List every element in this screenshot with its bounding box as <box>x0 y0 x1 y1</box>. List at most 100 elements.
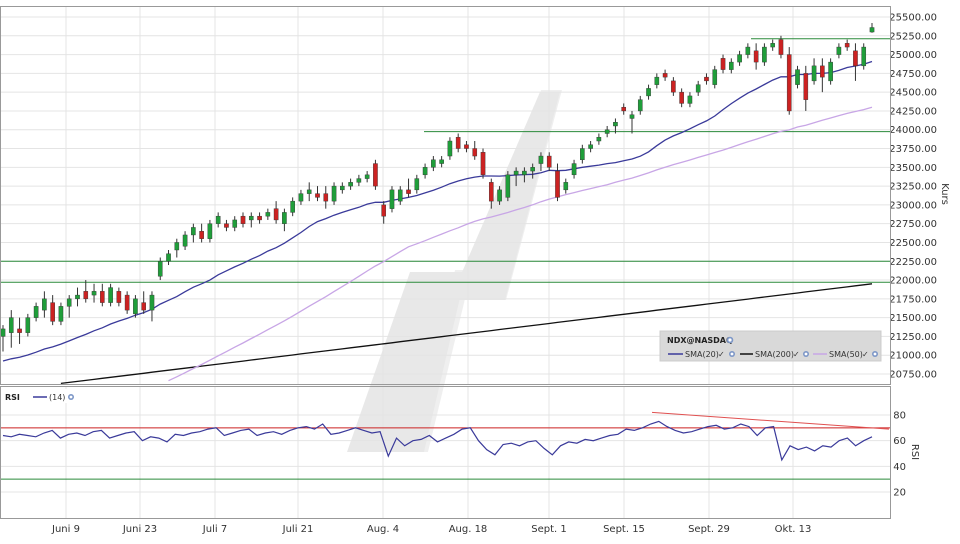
candle-up <box>513 170 519 176</box>
candle-down <box>662 73 668 78</box>
legend-symbol-icon <box>726 336 734 344</box>
candle-down <box>124 294 130 311</box>
candle-up <box>389 189 395 209</box>
legend-settings-icon[interactable] <box>872 351 878 357</box>
price-y-tick-label: 24500.00 <box>889 88 937 99</box>
candle-up <box>431 159 436 168</box>
candle-up <box>712 69 718 85</box>
x-tick-label: Aug. 18 <box>449 524 488 535</box>
candle-up <box>737 54 742 63</box>
candle-up <box>157 261 163 277</box>
candle-up <box>811 65 817 82</box>
candle-down <box>472 148 478 157</box>
candle-up <box>604 129 610 134</box>
x-tick-label: Sept. 15 <box>603 524 645 535</box>
candle-up <box>174 242 180 251</box>
candle-up <box>869 27 875 33</box>
price-y-tick-label: 23500.00 <box>889 163 937 174</box>
x-tick-label: Juni 23 <box>122 524 157 535</box>
candle-down <box>273 208 279 221</box>
candle-up <box>58 306 64 322</box>
price-y-tick-label: 22000.00 <box>889 276 937 287</box>
rsi-settings-icon[interactable] <box>68 394 74 400</box>
candle-down <box>803 73 809 100</box>
candle-up <box>232 219 238 228</box>
legend-check-icon[interactable]: ✓ <box>862 350 869 359</box>
candle-up <box>637 99 643 112</box>
candle-up <box>414 178 420 191</box>
candle-up <box>25 317 31 333</box>
candle-up <box>91 291 97 296</box>
candle-down <box>464 144 469 149</box>
candle-up <box>248 215 254 221</box>
legend-check-icon[interactable]: ✓ <box>793 350 800 359</box>
candle-up <box>298 193 304 202</box>
candle-up <box>580 148 585 161</box>
price-y-tick-label: 21000.00 <box>889 351 937 362</box>
price-y-tick-label: 21500.00 <box>889 313 937 324</box>
candle-up <box>563 182 569 191</box>
rsi-grid <box>1 387 890 518</box>
candle-down <box>199 230 204 239</box>
legend-settings-icon[interactable] <box>803 351 809 357</box>
candle-down <box>381 204 387 217</box>
candle-down <box>704 76 709 82</box>
legend: NDX@NASDAQ SMA(20) ✓ SMA(200) ✓ SMA(50) … <box>659 330 882 362</box>
candle-down <box>455 137 461 149</box>
candle-down <box>83 291 89 300</box>
candle-up <box>207 223 213 239</box>
candle-up <box>42 298 47 311</box>
candle-up <box>538 155 544 164</box>
legend-settings-icon[interactable] <box>729 351 735 357</box>
candle-up <box>571 163 577 176</box>
x-tick-label: Aug. 4 <box>367 524 399 535</box>
candle-up <box>364 174 370 179</box>
candle-up <box>191 227 196 236</box>
candle-up <box>447 140 453 157</box>
candle-up <box>282 212 287 224</box>
candle-down <box>373 163 378 187</box>
candle-down <box>406 189 411 194</box>
candle-up <box>0 328 6 337</box>
rsi-trendline <box>651 411 890 430</box>
candle-up <box>530 167 535 172</box>
candle-down <box>753 50 759 63</box>
candle-up <box>348 182 353 187</box>
candle-up <box>770 43 775 48</box>
price-y-tick-label: 23000.00 <box>889 200 937 211</box>
legend-check-icon[interactable]: ✓ <box>718 350 725 359</box>
candle-up <box>8 317 14 333</box>
candle-up <box>331 185 337 202</box>
candle-down <box>100 291 105 303</box>
candle-down <box>679 91 684 104</box>
rsi-y-ticks: 80 60 40 20 <box>893 411 906 499</box>
price-y-tick-label: 24750.00 <box>889 69 937 80</box>
candle-down <box>315 193 320 198</box>
candle-up <box>505 174 511 198</box>
candle-up <box>745 46 751 55</box>
candle-up <box>108 287 113 303</box>
rsi-y-tick-label: 60 <box>893 436 906 447</box>
price-y-tick-label: 22500.00 <box>889 238 937 249</box>
candle-up <box>522 170 527 176</box>
candle-down <box>257 215 262 221</box>
candle-down <box>240 215 246 224</box>
sma20-line <box>2 60 873 362</box>
price-y-tick-label: 22250.00 <box>889 257 937 268</box>
rsi-legend: RSI (14) <box>1 389 78 403</box>
price-y-tick-label: 24000.00 <box>889 125 937 136</box>
rsi-y-tick-label: 20 <box>893 488 906 499</box>
x-tick-label: Okt. 13 <box>775 524 812 535</box>
candle-up <box>182 234 188 247</box>
candle-down <box>488 182 494 202</box>
x-tick-label: Juni 9 <box>51 524 80 535</box>
price-y-tick-label: 21250.00 <box>889 332 937 343</box>
candle-up <box>687 95 693 104</box>
sma-lines <box>2 60 873 385</box>
rsi-legend-label: (14) <box>49 393 65 402</box>
candle-up <box>729 61 734 70</box>
legend-symbol: NDX@NASDAQ <box>667 336 733 345</box>
price-y-tick-label: 25500.00 <box>889 13 937 24</box>
candle-up <box>75 294 80 300</box>
